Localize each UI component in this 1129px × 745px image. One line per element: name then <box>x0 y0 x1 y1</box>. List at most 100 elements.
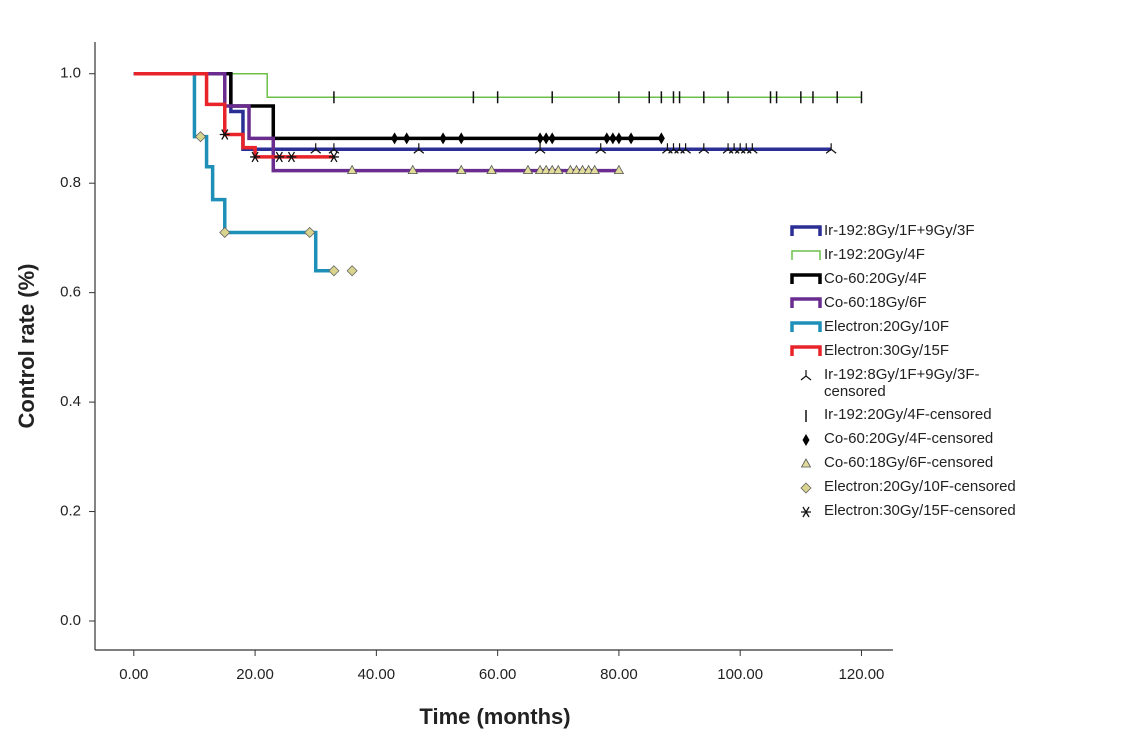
censor-mark <box>825 143 837 154</box>
legend-label: Electron:30Gy/15F-censored <box>824 502 1016 519</box>
legend-icon <box>790 321 822 332</box>
censor-mark <box>536 132 544 145</box>
legend-item: Electron:20Gy/10F <box>788 318 1088 336</box>
survival-line <box>133 71 619 173</box>
censor-mark <box>304 226 316 239</box>
legend-item: Ir-192:8Gy/1F+9Gy/3F <box>788 222 1088 240</box>
censor-mark <box>603 132 611 145</box>
x-tick-label: 0.00 <box>119 666 148 683</box>
legend-icon <box>800 482 812 494</box>
censor-mark <box>662 143 673 154</box>
censor-mark <box>542 132 550 145</box>
censor-mark <box>522 164 534 175</box>
legend-label: Ir-192:20Gy/4F-censored <box>824 406 992 423</box>
legend-label: Ir-192:8Gy/1F+9Gy/3F-censored <box>824 366 980 400</box>
legend-swatch <box>790 321 822 332</box>
x-tick-label: 60.00 <box>479 666 517 683</box>
censor-mark <box>274 151 285 163</box>
legend-label: Co-60:20Gy/4F-censored <box>824 430 994 447</box>
censor-mark <box>250 151 261 163</box>
censor-mark <box>680 143 691 154</box>
legend-icon <box>802 434 810 446</box>
censor-mark <box>674 143 685 154</box>
censor-mark <box>194 131 207 143</box>
censor-mark <box>800 482 812 494</box>
legend-icon <box>790 297 822 308</box>
censor-mark <box>328 151 339 163</box>
legend-swatch <box>790 225 822 236</box>
censor-mark <box>548 132 556 145</box>
censor-mark <box>391 132 399 145</box>
x-axis-title: Time (months) <box>419 704 570 729</box>
legend-item: Co-60:20Gy/4F <box>788 270 1088 288</box>
censor-mark <box>595 143 607 154</box>
censor-mark <box>589 164 600 175</box>
y-tick-label: 0.6 <box>60 284 81 301</box>
legend-item: Electron:30Gy/15F <box>788 342 1088 360</box>
censor-mark <box>609 132 617 145</box>
legend: Ir-192:8Gy/1F+9Gy/3F Ir-192:20Gy/4F Co-60:… <box>788 222 1088 526</box>
censor-mark <box>413 143 425 154</box>
legend-icon <box>790 345 822 356</box>
legend-item: Ir-192:8Gy/1F+9Gy/3F-censored <box>788 366 1088 400</box>
legend-swatch <box>791 250 821 260</box>
legend-icon <box>790 225 822 236</box>
censor-mark <box>800 458 812 468</box>
censor-mark <box>346 164 358 175</box>
x-tick-label: 20.00 <box>236 666 274 683</box>
censor-mark <box>219 129 230 140</box>
legend-swatch <box>790 345 822 356</box>
legend-label: Co-60:20Gy/4F <box>824 270 927 287</box>
legend-item: Ir-192:20Gy/4F-censored <box>788 406 1088 424</box>
legend-label: Co-60:18Gy/6F-censored <box>824 454 994 471</box>
legend-swatch <box>790 297 822 308</box>
legend-icon <box>791 250 821 260</box>
censor-mark <box>627 132 635 145</box>
censor-mark <box>286 151 297 163</box>
censor-mark <box>403 132 411 145</box>
survival-line <box>133 71 334 159</box>
legend-item: Ir-192:20Gy/4F <box>788 246 1088 264</box>
censor-mark <box>615 132 623 145</box>
censor-mark <box>734 143 746 154</box>
censor-mark <box>740 143 752 154</box>
censor-mark <box>346 265 358 277</box>
censor-mark <box>746 143 758 154</box>
legend-label: Electron:20Gy/10F-censored <box>824 478 1016 495</box>
y-tick-label: 0.0 <box>60 612 81 629</box>
legend-label: Ir-192:8Gy/1F+9Gy/3F <box>824 222 975 239</box>
legend-item: Electron:20Gy/10F-censored <box>788 478 1088 496</box>
censor-mark <box>800 370 812 381</box>
y-tick-label: 0.8 <box>60 174 81 191</box>
legend-icon <box>801 506 811 518</box>
censor-mark <box>439 132 447 145</box>
legend-label: Electron:20Gy/10F <box>824 318 950 335</box>
censor-mark <box>328 143 340 154</box>
censor-mark <box>668 143 679 154</box>
legend-item: Co-60:18Gy/6F-censored <box>788 454 1088 472</box>
legend-icon <box>800 370 812 381</box>
censor-mark <box>486 164 497 175</box>
censor-mark <box>698 143 710 154</box>
x-tick-label: 100.00 <box>717 666 763 683</box>
legend-icon <box>790 273 822 284</box>
y-tick-label: 0.2 <box>60 503 81 520</box>
legend-item: Electron:30Gy/15F-censored <box>788 502 1088 520</box>
y-tick-label: 0.4 <box>60 393 81 410</box>
legend-swatch <box>790 273 822 284</box>
y-axis-title: Control rate (%) <box>14 264 39 429</box>
x-tick-label: 120.00 <box>839 666 885 683</box>
censor-mark <box>657 132 665 145</box>
censor-mark <box>219 226 231 239</box>
legend-label: Ir-192:20Gy/4F <box>824 246 925 263</box>
legend-icon <box>805 410 807 422</box>
censor-mark <box>722 143 734 154</box>
legend-label: Electron:30Gy/15F <box>824 342 950 359</box>
censor-mark <box>613 164 625 175</box>
censor-mark <box>728 143 740 154</box>
legend-item: Co-60:18Gy/6F <box>788 294 1088 312</box>
censor-mark <box>310 143 322 154</box>
censor-mark <box>801 506 811 518</box>
censor-mark <box>407 164 418 175</box>
